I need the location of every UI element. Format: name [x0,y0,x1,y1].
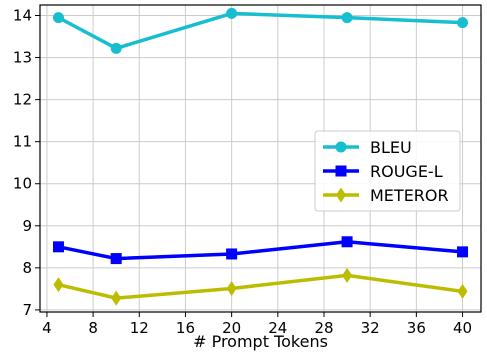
legend-item: ROUGE-L [323,162,443,181]
legend-label: BLEU [370,138,412,157]
legend: BLEU ROUGE-L METEROR [314,130,461,212]
legend-label: ROUGE-L [370,162,443,181]
data-point [341,236,353,248]
legend-item: METEROR [323,186,449,205]
x-tick-label: 4 [42,319,52,337]
data-point [457,283,468,299]
series-layer [52,7,469,306]
data-point [52,12,64,24]
series-meteror [53,267,468,306]
y-tick-label: 13 [13,49,32,67]
legend-marker [335,165,347,177]
x-tick-label: 12 [130,319,149,337]
plot-frame [39,4,482,313]
data-point [226,7,238,19]
data-point [226,280,237,296]
legend-label: METEROR [370,186,449,205]
y-tick-label: 8 [22,259,32,277]
x-tick-label: 40 [453,319,472,337]
x-tick-label: 32 [361,319,380,337]
series-rouge-l [52,236,469,265]
data-point [52,241,64,253]
data-point [341,12,353,24]
data-point [111,290,122,306]
y-tick-label: 10 [13,175,32,193]
y-tick-label: 7 [22,301,32,319]
x-axis-label: # Prompt Tokens [193,332,328,351]
series-bleu [52,7,469,54]
data-point [342,267,353,283]
y-tick-label: 14 [13,7,32,25]
series-line [58,273,463,300]
x-tick-label: 20 [222,319,241,337]
x-tick-label: 36 [407,319,426,337]
data-point [226,248,238,260]
series-line [57,11,463,51]
x-tick-label: 24 [268,319,287,337]
x-tick-label: 16 [176,319,195,337]
legend-item: BLEU [323,138,412,157]
data-point [110,253,122,265]
x-tick-label: 28 [314,319,333,337]
legend-marker [336,187,346,203]
y-tick-label: 11 [13,133,32,151]
data-point [457,17,469,29]
legend-box [314,130,461,212]
data-point [457,246,469,258]
y-tick-label: 9 [22,217,32,235]
y-tick-label: 12 [13,91,32,109]
legend-marker [335,141,347,153]
ticks: 4 8 12 16 20 24 28 32 36 40 7 8 9 10 11 12 13 14 [13,7,472,337]
data-point [110,42,122,54]
x-tick-label: 8 [88,319,98,337]
data-point [53,277,64,293]
